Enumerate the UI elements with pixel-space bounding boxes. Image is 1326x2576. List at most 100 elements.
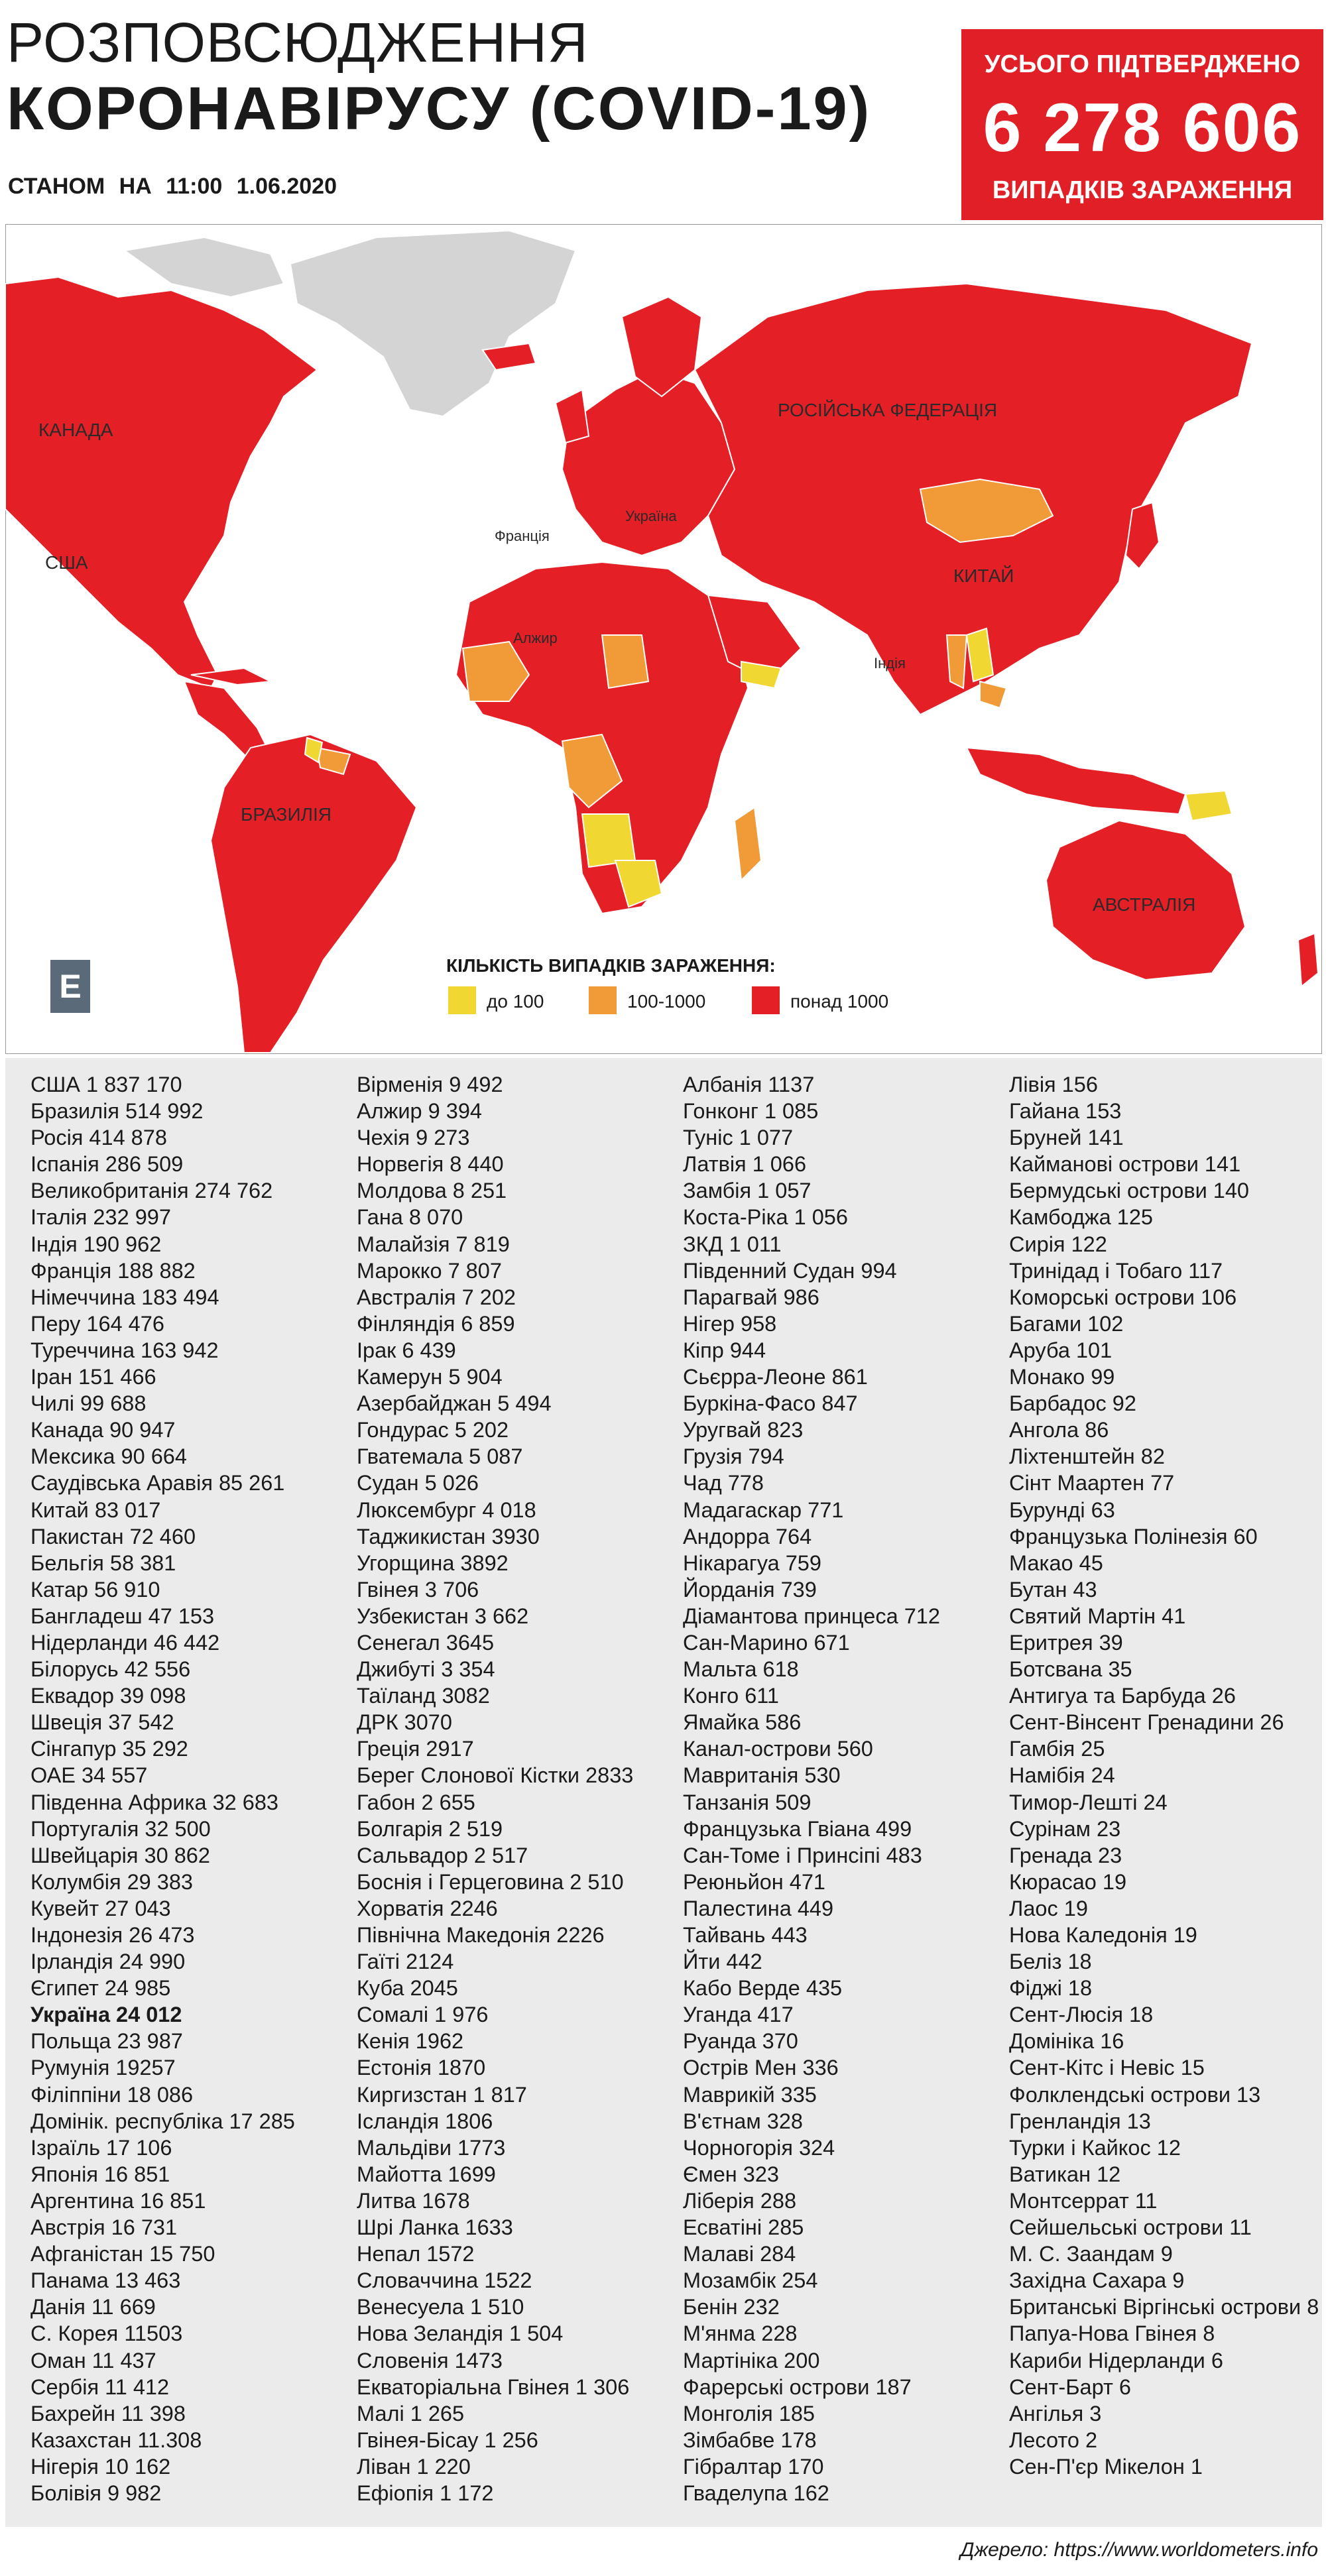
- legend-label-low: до 100: [487, 991, 544, 1012]
- greenland-shape: [289, 229, 577, 418]
- country-entry: Йорданія 739: [683, 1577, 817, 1602]
- country-entry: Єгипет 24 985: [30, 1976, 171, 2001]
- country-entry: Уругвай 823: [683, 1418, 804, 1442]
- country-entry: Камерун 5 904: [357, 1365, 503, 1389]
- country-entry: Домініка 16: [1009, 2029, 1124, 2054]
- country-entry: Нова Зеландія 1 504: [357, 2321, 564, 2346]
- country-entry: Палестина 449: [683, 1896, 834, 1920]
- country-entry: Туніс 1 077: [683, 1126, 794, 1150]
- iceland-shape: [481, 342, 537, 371]
- country-entry: Гватемала 5 087: [357, 1444, 523, 1469]
- sahara-shape: [601, 634, 650, 689]
- country-entry: Святий Мартін 41: [1009, 1604, 1186, 1628]
- suriname-shape: [304, 736, 324, 764]
- arctic-islands-shape: [123, 236, 285, 298]
- madagascar-shape: [733, 806, 762, 882]
- country-entry: Білорусь 42 556: [30, 1657, 191, 1682]
- legend-swatch-mid: [589, 986, 617, 1014]
- country-entry: Катар 56 910: [30, 1577, 160, 1602]
- country-entry: Гвінея 3 706: [357, 1577, 479, 1602]
- country-entry: Ямайка 586: [683, 1710, 802, 1735]
- country-entry: Іспанія 286 509: [30, 1152, 184, 1177]
- publisher-logo: Е: [50, 960, 90, 1013]
- country-entry: Реюньйон 471: [683, 1869, 826, 1894]
- country-entry: Австрія 16 731: [30, 2215, 178, 2240]
- country-entry: Сент-Люсія 18: [1009, 2003, 1154, 2027]
- country-entry: Майотта 1699: [357, 2162, 496, 2186]
- country-entry: Мадагаскар 771: [683, 1497, 844, 1522]
- map-label-india: Індія: [874, 655, 906, 672]
- country-entry: Французька Гвіана 499: [683, 1816, 912, 1841]
- country-entry: Макао 45: [1009, 1551, 1103, 1575]
- country-entry: Оман 11 437: [30, 2348, 156, 2372]
- country-entry: Гренада 23: [1009, 1843, 1122, 1867]
- country-entry: Гібралтар 170: [683, 2454, 824, 2479]
- country-entry: Бурунді 63: [1009, 1497, 1115, 1522]
- country-entry: Сан-Марино 671: [683, 1630, 850, 1655]
- country-entry: Кайманові острови 141: [1009, 1152, 1241, 1177]
- country-entry: ДРК 3070: [357, 1710, 452, 1735]
- country-entry: Греція 2917: [357, 1737, 474, 1761]
- country-entry: Фолклендські острови 13: [1009, 2082, 1261, 2107]
- country-entry: Сінт Маартен 77: [1009, 1471, 1175, 1495]
- caribbean-shape: [190, 667, 273, 686]
- country-entry: Барбадос 92: [1009, 1391, 1136, 1416]
- country-entry: Афганістан 15 750: [30, 2242, 215, 2266]
- country-entry: Монтсеррат 11: [1009, 2188, 1158, 2213]
- country-entry: Болівія 9 982: [30, 2481, 162, 2505]
- country-entry: Тимор-Лешті 24: [1009, 1790, 1168, 1814]
- country-entry: Ірландія 24 990: [30, 1950, 186, 1974]
- country-entry: Ангола 86: [1009, 1418, 1109, 1442]
- country-entry: Гондурас 5 202: [357, 1418, 509, 1442]
- country-entry: Чорногорія 324: [683, 2135, 835, 2160]
- country-entry: Іран 151 466: [30, 1365, 156, 1389]
- southern-africa-shape: [614, 860, 663, 908]
- total-box: УСЬОГО ПІДТВЕРДЖЕНО 6 278 606 ВИПАДКІВ З…: [961, 29, 1323, 220]
- country-entry: Буркіна-Фасо 847: [683, 1391, 858, 1416]
- country-entry: Конго 611: [683, 1684, 780, 1708]
- uk-shape: [554, 388, 590, 444]
- map-label-usa: США: [45, 552, 88, 573]
- australia-shape: [1045, 819, 1246, 981]
- country-entry: Чад 778: [683, 1471, 764, 1495]
- country-entry: Судан 5 026: [357, 1471, 479, 1495]
- country-entry: Китай 83 017: [30, 1497, 161, 1522]
- cambodia-shape: [979, 680, 1008, 709]
- country-entry: США 1 837 170: [30, 1073, 182, 1096]
- country-entry: Ліберія 288: [683, 2188, 797, 2213]
- country-entry: Беліз 18: [1009, 1950, 1092, 1974]
- country-entry: Руанда 370: [683, 2029, 798, 2054]
- png-shape: [1184, 790, 1233, 822]
- map-label-brazil: БРАЗИЛІЯ: [241, 804, 332, 825]
- country-entry: Джибуті 3 354: [357, 1657, 495, 1682]
- country-entry: Бразилія 514 992: [30, 1099, 204, 1124]
- country-entry: Лесото 2: [1009, 2428, 1098, 2452]
- country-entry: Кувейт 27 043: [30, 1896, 171, 1920]
- country-entry: Сербія 11 412: [30, 2374, 170, 2399]
- country-entry: Канада 90 947: [30, 1418, 176, 1442]
- country-entry: Фіджі 18: [1009, 1976, 1093, 2001]
- country-entry: Алжир 9 394: [357, 1099, 482, 1124]
- country-entry: Словаччина 1522: [357, 2268, 532, 2293]
- country-entry: Антигуа та Барбуда 26: [1009, 1684, 1236, 1708]
- country-entry: Панама 13 463: [30, 2268, 181, 2293]
- country-entry: Фарерські острови 187: [683, 2374, 912, 2399]
- country-entry: Нігер 958: [683, 1311, 777, 1336]
- country-entry: Бермудські острови 140: [1009, 1179, 1250, 1203]
- country-entry: Сент-Барт 6: [1009, 2374, 1131, 2399]
- country-entry: Шрі Ланка 1633: [357, 2215, 513, 2240]
- country-entry: Болгарія 2 519: [357, 1816, 503, 1841]
- country-entry: Німеччина 183 494: [30, 1285, 219, 1309]
- country-entry: Пакистан 72 460: [30, 1524, 196, 1549]
- country-entry: Сан-Томе і Принсіпі 483: [683, 1843, 922, 1867]
- country-entry: Фінляндія 6 859: [357, 1311, 515, 1336]
- country-entry: Киргизстан 1 817: [357, 2082, 527, 2107]
- country-entry: Аргентина 16 851: [30, 2188, 206, 2213]
- country-entry: Естонія 1870: [357, 2056, 486, 2080]
- country-entry: Гана 8 070: [357, 1205, 463, 1230]
- title-line2: КОРОНАВІРУСУ (COVID-19): [7, 75, 872, 143]
- country-entry: Таджикистан 3930: [357, 1524, 540, 1549]
- country-entry: Ємен 323: [683, 2162, 779, 2186]
- country-entry: Чехія 9 273: [357, 1126, 470, 1150]
- map-label-ukraine: Україна: [625, 508, 677, 524]
